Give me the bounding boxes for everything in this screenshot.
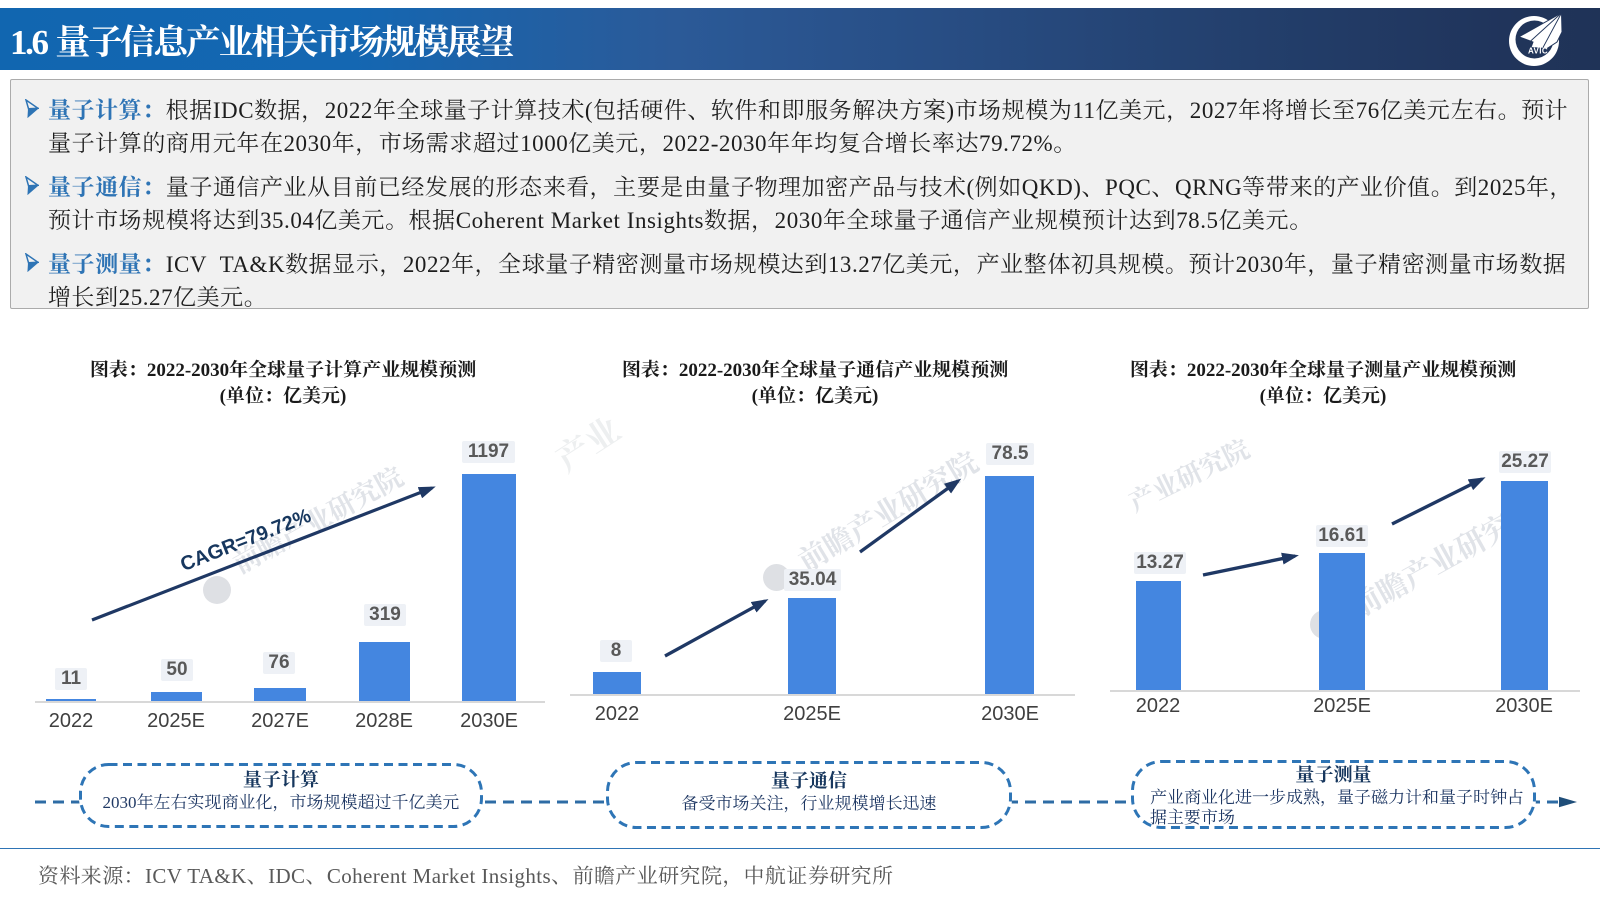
svg-text:AVIC: AVIC xyxy=(1528,47,1548,56)
